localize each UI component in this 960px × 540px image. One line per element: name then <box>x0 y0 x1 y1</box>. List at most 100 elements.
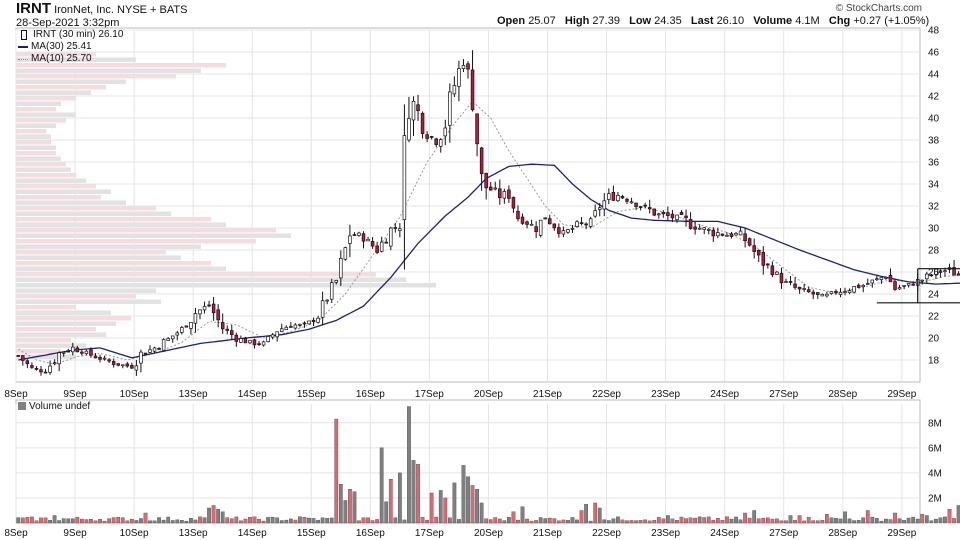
volume-by-price-bar <box>16 332 106 337</box>
quote-summary: Open 25.07 High 27.39 Low 24.35 Last 26.… <box>497 15 929 28</box>
volume-by-price-bar <box>16 51 96 57</box>
date-tick-label: 9Sep <box>63 389 87 400</box>
candle-body <box>793 283 797 288</box>
volume-by-price-bar <box>16 271 376 277</box>
volume-bar <box>806 517 811 524</box>
candle-body <box>438 139 443 147</box>
volume-by-price-bar <box>16 57 136 62</box>
candle-body <box>534 226 538 232</box>
candle-body <box>443 127 448 137</box>
candle-body <box>770 265 775 275</box>
volume-bar <box>511 511 516 524</box>
volume-bar <box>956 505 960 524</box>
volume-bar <box>279 520 284 524</box>
candle-body <box>684 215 688 219</box>
date-tick-label: 27Sep <box>769 528 798 539</box>
candle-body <box>611 192 616 201</box>
volume-bar <box>779 520 784 524</box>
volume-bar <box>398 472 402 524</box>
volume-by-price-bar <box>16 106 56 112</box>
volume-bar <box>393 517 398 524</box>
price-tick-label: 26 <box>928 268 940 279</box>
candle-body <box>170 335 175 340</box>
volume-bar <box>811 520 816 524</box>
candle-body <box>697 227 702 230</box>
volume-bar <box>897 518 902 524</box>
volume-bar <box>602 519 607 524</box>
candle-body <box>761 251 766 266</box>
volume-by-price-bar <box>16 112 76 117</box>
candle-body <box>402 135 407 220</box>
candle-body <box>429 136 434 138</box>
ma10-swatch <box>18 58 28 60</box>
date-tick-label: 17Sep <box>415 389 444 400</box>
candle-body <box>348 235 352 244</box>
volume-bar <box>829 517 834 524</box>
candle-body <box>875 278 879 281</box>
date-tick-label: 28Sep <box>828 528 857 539</box>
volume-bar <box>184 520 189 524</box>
candle-body <box>870 279 875 284</box>
candle-body <box>239 338 243 343</box>
volume-bar <box>706 516 711 524</box>
volume-bar <box>693 517 697 524</box>
volume-bar <box>298 516 302 524</box>
price-tick-label: 40 <box>928 114 940 125</box>
candle-body <box>339 258 343 279</box>
volume-legend: Volume undef <box>18 401 90 412</box>
volume-bar <box>557 520 561 524</box>
candle-body <box>193 313 198 324</box>
volume-bar <box>189 517 193 524</box>
volume-bar <box>884 518 888 524</box>
candle-body <box>548 218 552 225</box>
price-panel-frame <box>15 27 921 383</box>
candle-body <box>307 320 311 325</box>
candle-body <box>743 233 747 242</box>
volume-bar <box>934 518 938 524</box>
volume-bar <box>711 519 716 524</box>
candle-body <box>425 134 429 139</box>
low-value: 24.35 <box>654 15 682 27</box>
candle-body <box>729 233 734 237</box>
volume-bar <box>20 517 25 524</box>
volume-bar <box>552 518 557 524</box>
volume-bar <box>93 520 98 524</box>
volume-by-price-bar <box>16 95 76 101</box>
candle-body <box>211 303 216 314</box>
open-label: Open <box>497 15 526 27</box>
volume-bar <box>661 518 666 524</box>
candle-body <box>457 68 461 87</box>
volume-tick-label: 6M <box>928 443 942 454</box>
volume-bar <box>229 518 234 524</box>
volume-by-price-bar <box>16 326 96 332</box>
candle-body <box>820 293 825 297</box>
volume-bar <box>457 519 461 524</box>
candle-body <box>566 229 570 233</box>
volume-bar <box>656 517 661 524</box>
brand-label[interactable]: © StockCharts.com <box>835 3 922 14</box>
volume-bar <box>815 520 820 524</box>
price-tick-label: 46 <box>928 48 940 59</box>
candle-body <box>511 197 516 209</box>
volume-bar <box>865 510 870 524</box>
volume-bar <box>198 516 202 524</box>
candle-body <box>225 328 229 331</box>
candle-body <box>461 65 466 69</box>
candle-body <box>638 206 643 208</box>
candle-body <box>134 365 139 371</box>
volume-bar <box>225 517 230 524</box>
candle-body <box>293 324 298 329</box>
candle-body <box>289 326 293 328</box>
volume-bar <box>775 518 779 524</box>
volume-bar <box>688 517 693 524</box>
volume-bar <box>125 520 130 524</box>
volume-by-price-bar <box>16 101 61 106</box>
volume-bar <box>270 516 275 524</box>
volume-bar <box>493 517 498 524</box>
candle-body <box>243 338 248 344</box>
candle-body <box>675 214 679 220</box>
candle-body <box>148 349 152 353</box>
volume-bar <box>179 520 184 524</box>
volume-bar <box>311 518 316 524</box>
